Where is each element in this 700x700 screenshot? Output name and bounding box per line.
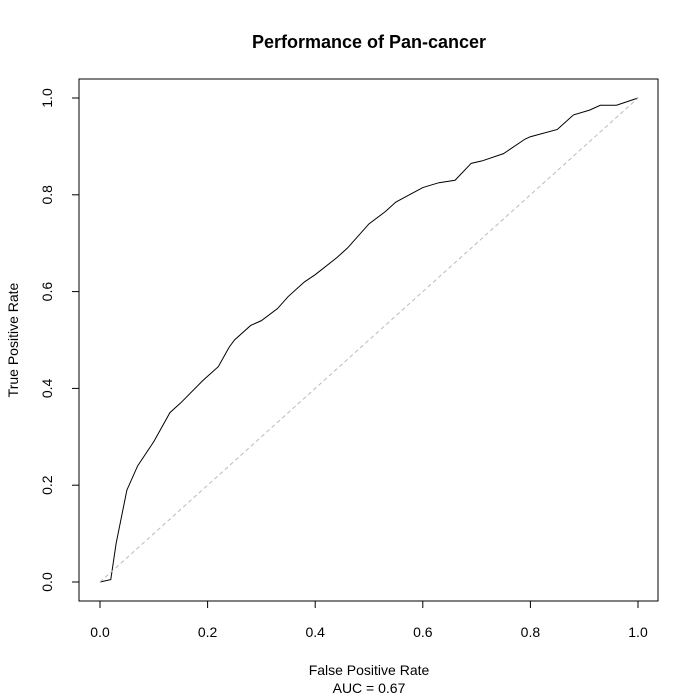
y-tick-label: 0.0 [39, 572, 55, 592]
y-tick-label: 0.4 [39, 378, 55, 398]
x-tick-label: 0.4 [305, 624, 325, 640]
auc-label: AUC = 0.67 [333, 680, 406, 696]
y-axis-label: True Positive Rate [5, 282, 21, 397]
y-axis: 0.0 0.2 0.4 0.6 0.8 1.0 [39, 88, 80, 592]
y-tick-label: 0.6 [39, 282, 55, 302]
x-tick-label: 0.8 [521, 624, 541, 640]
x-axis: 0.0 0.2 0.4 0.6 0.8 1.0 [90, 600, 648, 640]
y-tick-label: 0.2 [39, 475, 55, 495]
diagonal-reference-line [99, 97, 639, 583]
x-axis-label: False Positive Rate [309, 662, 430, 678]
x-tick-label: 1.0 [628, 624, 648, 640]
chart-title: Performance of Pan-cancer [252, 32, 486, 52]
x-tick-label: 0.6 [413, 624, 433, 640]
x-tick-label: 0.2 [198, 624, 218, 640]
y-tick-label: 0.8 [39, 185, 55, 205]
y-tick-label: 1.0 [39, 88, 55, 108]
x-tick-label: 0.0 [90, 624, 110, 640]
series-layer [99, 97, 639, 583]
plot-frame [78, 78, 659, 602]
roc-curve [99, 97, 639, 583]
